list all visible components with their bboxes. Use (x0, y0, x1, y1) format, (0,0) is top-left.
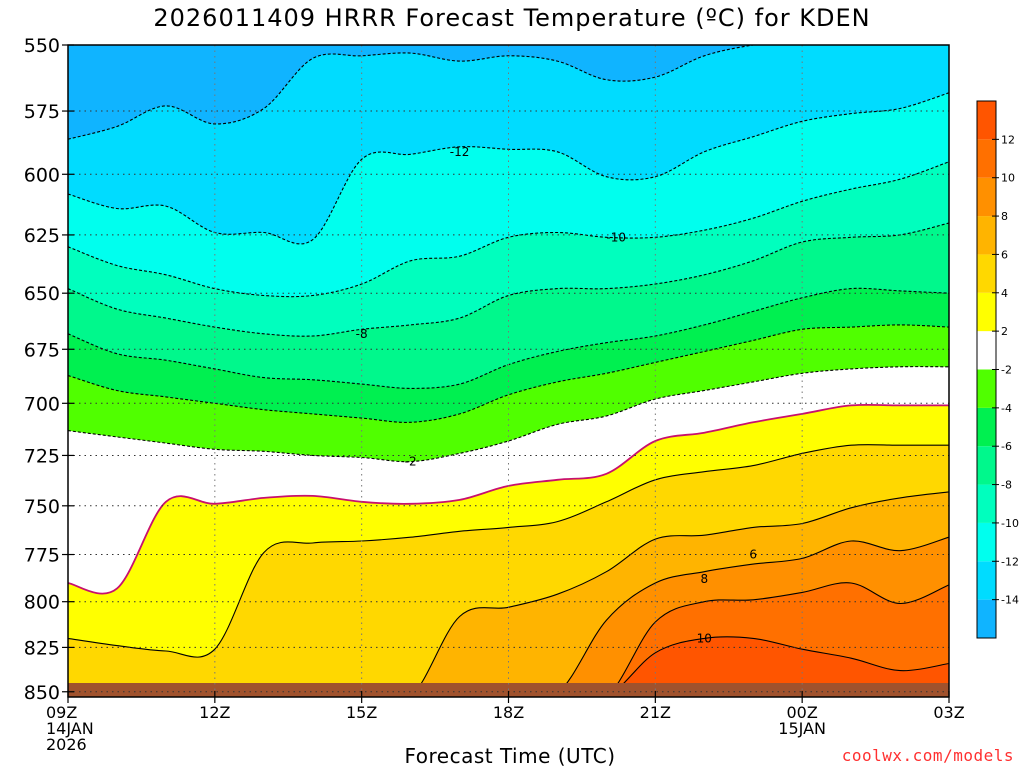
y-tick-label: 625 (24, 225, 60, 247)
isotherm-line-12 (68, 636, 949, 697)
y-tick-label: 550 (24, 35, 60, 57)
contour-label-group: 8 (700, 572, 708, 586)
colorbar-swatch (977, 522, 996, 562)
contour-label-group: -12 (450, 145, 470, 159)
x-tick-label: 14JAN (46, 719, 94, 738)
colorbar-swatch (977, 407, 996, 447)
x-axis-title: Forecast Time (UTC) (404, 744, 616, 768)
y-tick-label: 825 (24, 637, 60, 659)
y-tick-label: 750 (24, 496, 60, 518)
isotherm-line--2 (68, 366, 949, 463)
x-tick-label: 00Z (787, 703, 818, 722)
isotherm-line--14 (68, 45, 757, 140)
colorbar-swatch (977, 331, 996, 370)
y-tick-label: 775 (24, 545, 60, 567)
x-tick-label: 03Z (933, 703, 964, 722)
contour-label: -10 (606, 230, 626, 244)
contour-label: -2 (405, 455, 417, 469)
contour-label: 8 (700, 572, 708, 586)
colorbar-label: -4 (1001, 402, 1012, 415)
y-tick-label: 725 (24, 445, 60, 467)
colorbar-label: 2 (1001, 325, 1008, 338)
colorbar-swatch (977, 216, 996, 255)
x-tick-label: 15Z (346, 703, 377, 722)
contour-label: 10 (697, 631, 712, 645)
colorbar-label: -10 (1001, 517, 1019, 530)
colorbar-swatch (977, 446, 996, 485)
contour-label: -12 (450, 145, 470, 159)
y-tick-label: 600 (24, 164, 60, 186)
x-tick-label: 12Z (199, 703, 230, 722)
isotherm-line-10 (68, 582, 949, 697)
colorbar-swatch (977, 561, 996, 600)
colorbar-label: 12 (1001, 133, 1015, 146)
colorbar-swatch (977, 254, 996, 293)
contour-label: -8 (356, 327, 368, 341)
chart-title: 2026011409 HRRR Forecast Temperature (ºC… (153, 4, 871, 32)
colorbar-label: 8 (1001, 210, 1008, 223)
y-tick-label: 650 (24, 283, 60, 305)
colorbar-label: -12 (1001, 555, 1019, 568)
x-tick-label: 21Z (640, 703, 671, 722)
isotherm-line--10 (68, 161, 949, 298)
y-tick-label: 575 (24, 101, 60, 123)
colorbar-legend: -14 -12 -10 -8 -6 -4 -2 2 4 6 8 10 12 (976, 100, 1019, 639)
colorbar-label: 10 (1001, 172, 1015, 185)
contour-label-group: -2 (405, 455, 417, 469)
colorbar-swatch (977, 369, 996, 408)
colorbar-swatch (977, 139, 996, 178)
colorbar-swatch (977, 599, 996, 638)
colorbar-label: -8 (1001, 479, 1012, 492)
y-tick-label: 675 (24, 339, 60, 361)
y-tick-label: 700 (24, 393, 60, 415)
axes: 5505756006256506757007257507758008258500… (24, 35, 965, 754)
contour-labels: -12 -10 -8 -2 6 8 10 (356, 145, 757, 646)
source-credit: coolwx.com/models (841, 746, 1014, 765)
colorbar-label: -6 (1001, 440, 1012, 453)
x-tick-label: 2026 (46, 735, 87, 754)
colorbar-swatch (977, 101, 996, 140)
y-tick-label: 850 (24, 682, 60, 704)
x-tick-label: 18Z (493, 703, 524, 722)
contour-label-group: -10 (606, 230, 626, 244)
isotherm-line--4 (68, 324, 949, 423)
x-tick-label: 09Z (46, 703, 77, 722)
contour-label: 6 (749, 548, 757, 562)
band-fill-above-12 (68, 636, 949, 697)
colorbar-swatch (977, 177, 996, 217)
colorbar-label: -14 (1001, 594, 1019, 607)
colorbar-label: -2 (1001, 364, 1012, 377)
contour-label-group: 10 (697, 631, 712, 645)
contour-label-group: -8 (356, 327, 368, 341)
contour-label-group: 6 (749, 548, 757, 562)
isotherm-line--8 (68, 222, 949, 337)
x-tick-label: 15JAN (778, 719, 826, 738)
colorbar-swatch (977, 292, 996, 332)
colorbar-swatch (977, 484, 996, 523)
y-tick-label: 800 (24, 592, 60, 614)
colorbar-label: 4 (1001, 287, 1008, 300)
colorbar-label: 6 (1001, 248, 1008, 261)
